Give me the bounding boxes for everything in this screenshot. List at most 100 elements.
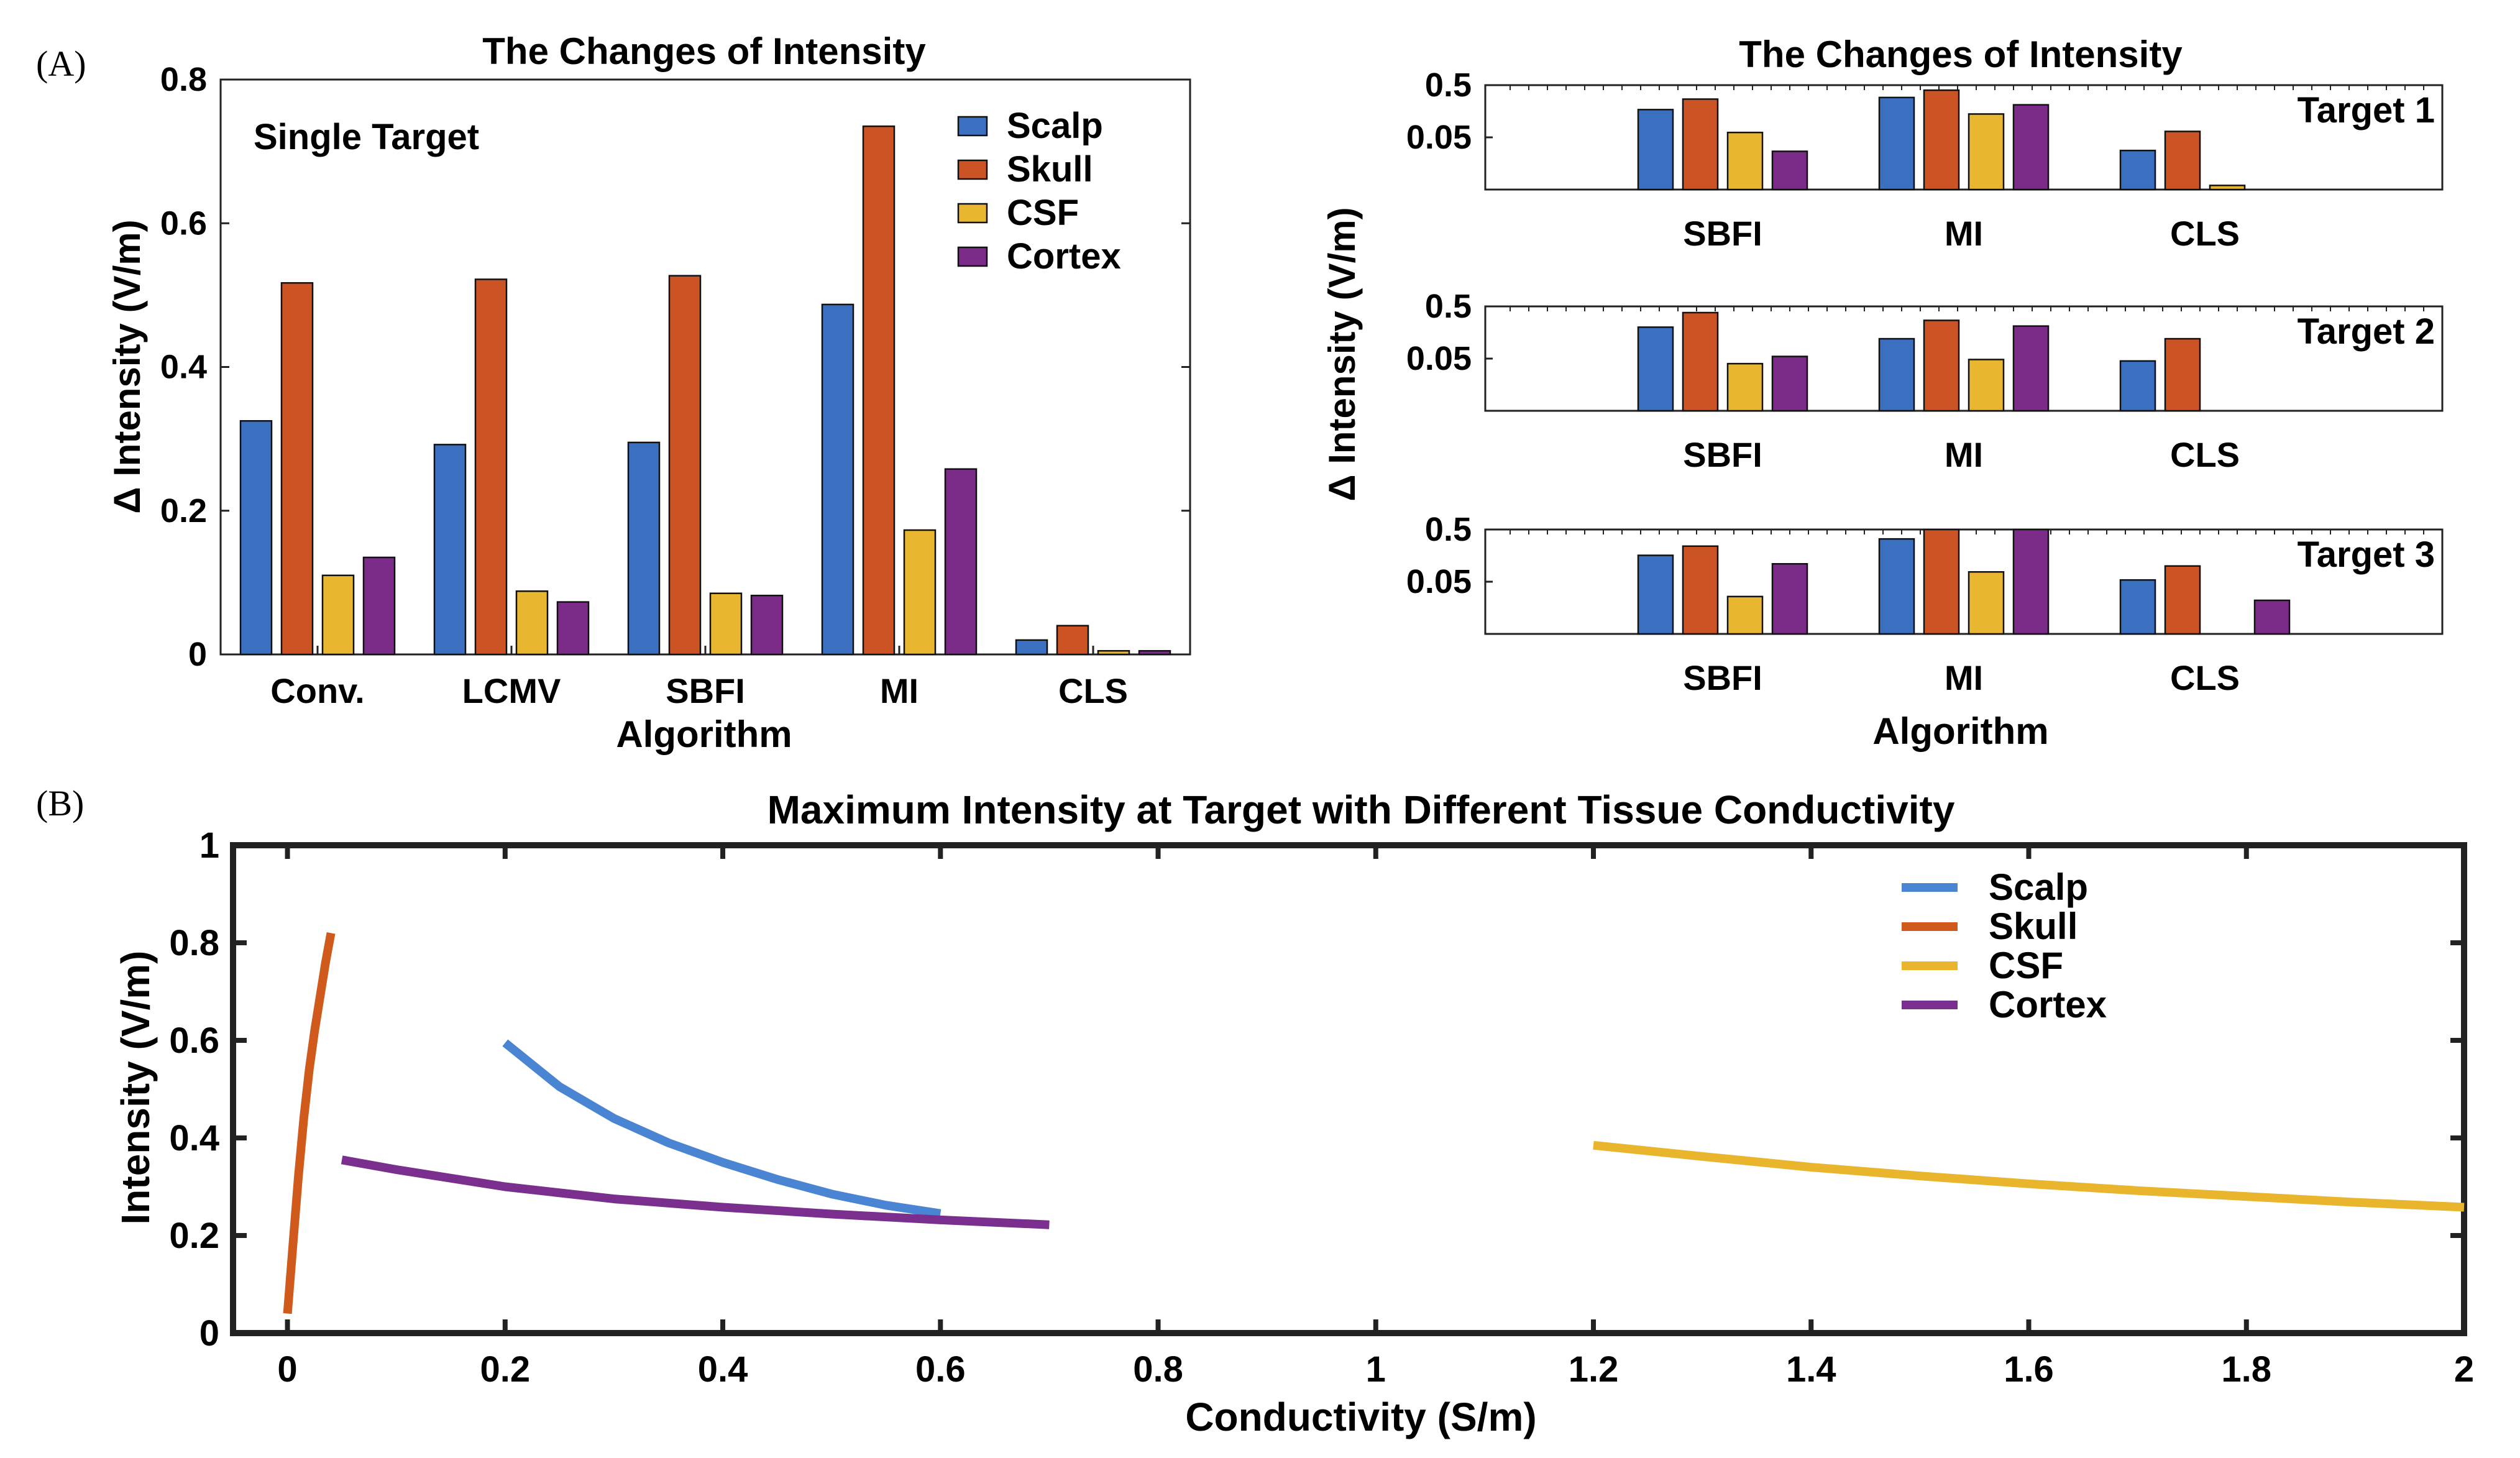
- chart1-ytick-label: 0.6: [160, 204, 207, 242]
- chart3-xtick-label: 0.2: [480, 1349, 530, 1390]
- chart2-bar-csf-cls: [2209, 185, 2246, 191]
- chart3-plot-frame: [230, 842, 2467, 1336]
- chart2-bar-scalp-sbfi: [1637, 326, 1674, 412]
- chart3-line-cortex: [341, 1155, 1050, 1229]
- chart3-ytick-label: 1: [199, 825, 219, 866]
- chart2-bar-scalp-mi: [1878, 337, 1915, 412]
- chart1-bar-scalp-mi: [821, 303, 855, 656]
- chart3-ylabel: Intensity (V/m): [113, 951, 158, 1225]
- chart2-target-label: Target 2: [2298, 311, 2435, 352]
- chart1-legend-label-skull: Skull: [1007, 149, 1093, 190]
- chart2-bar-skull-sbfi: [1682, 98, 1719, 191]
- chart2-xtick-label: SBFI: [1683, 658, 1762, 697]
- chart2-xtick-label: MI: [1945, 214, 1983, 253]
- chart3-xtick-label: 0.8: [1133, 1349, 1183, 1390]
- chart1-legend-swatch-cortex: [957, 246, 988, 267]
- chart1-xtick-label: Conv.: [270, 671, 364, 710]
- chart3-xtick-label: 1: [1366, 1349, 1386, 1390]
- chart1-title: The Changes of Intensity: [482, 30, 926, 72]
- chart-multi-target: The Changes of Intensity Δ Intensity (V/…: [1321, 34, 2444, 752]
- chart2-target-label: Target 1: [2298, 90, 2435, 131]
- chart3-line-scalp: [502, 1039, 942, 1218]
- chart1-legend-swatch-skull: [957, 159, 988, 180]
- chart1-ytick-label: 0.4: [160, 349, 207, 386]
- chart2-ytick-label: 0.5: [1425, 66, 1472, 104]
- chart2-xlabel: Algorithm: [1872, 710, 2048, 752]
- chart1-xtick-label: CLS: [1058, 671, 1128, 710]
- chart-conductivity: Maximum Intensity at Target with Differe…: [113, 787, 2474, 1439]
- chart2-xtick-label: MI: [1945, 435, 1983, 474]
- chart1-bar-skull-cls: [1056, 625, 1089, 656]
- chart3-ytick-label: 0.6: [169, 1020, 219, 1061]
- chart2-bar-csf-mi: [1968, 359, 2005, 412]
- chart2-bar-scalp-sbfi: [1637, 554, 1674, 635]
- chart2-title: The Changes of Intensity: [1739, 34, 2183, 75]
- chart1-bar-scalp-conv: [239, 420, 273, 656]
- chart2-bar-skull-mi: [1923, 319, 1960, 412]
- chart3-title: Maximum Intensity at Target with Differe…: [767, 787, 1955, 832]
- chart3-ytick-label: 0.2: [169, 1216, 219, 1256]
- chart2-bar-scalp-sbfi: [1637, 109, 1674, 191]
- chart1-bar-scalp-sbfi: [627, 441, 661, 656]
- chart2-ytick-label: 0.05: [1406, 563, 1472, 600]
- chart2-bar-csf-mi: [1968, 113, 2005, 191]
- chart2-bar-skull-mi: [1923, 89, 1960, 191]
- chart3-ytick-label: 0.4: [169, 1118, 219, 1158]
- chart3-legend-label-skull: Skull: [1989, 906, 2078, 947]
- chart3-line-skull: [283, 932, 336, 1314]
- chart2-ytick-label: 0.5: [1425, 511, 1472, 548]
- chart2-subplot-target-2: 0.5 0.05 SBFI MI CLS Target 2: [1406, 288, 2444, 474]
- chart1-bar-cortex-cls: [1138, 649, 1171, 656]
- chart2-bar-cortex-sbfi: [1771, 150, 1808, 191]
- chart2-bar-skull-cls: [2164, 131, 2201, 191]
- chart2-subplot-target-3: 0.5 0.05 SBFI MI CLS Target 3: [1406, 511, 2444, 697]
- chart1-bar-csf-lcmv: [515, 590, 549, 656]
- chart1-xtick-label: MI: [880, 671, 919, 710]
- chart2-ytick-label: 0.05: [1406, 119, 1472, 156]
- chart2-bar-cortex-mi: [2012, 104, 2050, 191]
- chart1-xtick-label: LCMV: [462, 671, 561, 710]
- chart1-legend-label-cortex: Cortex: [1007, 236, 1121, 277]
- chart3-legend-label-cortex: Cortex: [1989, 984, 2107, 1025]
- chart2-bar-skull-sbfi: [1682, 311, 1719, 412]
- chart1-ytick-label: 0.8: [160, 61, 207, 98]
- chart2-subplot-target-1: 0.5 0.05 SBFI MI CLS Target 1: [1406, 66, 2444, 253]
- chart3-xtick-label: 2: [2454, 1349, 2474, 1390]
- chart2-bar-scalp-cls: [2119, 149, 2156, 191]
- chart2-ytick-label: 0.05: [1406, 340, 1472, 377]
- chart2-xtick-label: CLS: [2170, 658, 2240, 697]
- chart2-bar-csf-sbfi: [1726, 362, 1764, 412]
- chart1-legend-swatch-csf: [957, 203, 988, 224]
- chart1-ytick-label: 0.2: [160, 492, 207, 530]
- chart3-xtick-label: 1.2: [1569, 1349, 1619, 1390]
- chart2-bar-skull-mi: [1923, 528, 1960, 635]
- chart2-bar-scalp-mi: [1878, 538, 1915, 635]
- chart2-target-label: Target 3: [2298, 534, 2435, 575]
- chart3-legend-label-scalp: Scalp: [1989, 866, 2088, 908]
- chart3-line-csf: [1593, 1140, 2465, 1212]
- chart3-ytick-label: 0: [199, 1313, 219, 1354]
- chart2-bar-scalp-mi: [1878, 96, 1915, 191]
- chart2-bar-cortex-sbfi: [1771, 355, 1808, 412]
- chart2-bar-cortex-mi: [2012, 528, 2050, 635]
- chart1-xlabel: Algorithm: [616, 713, 792, 755]
- chart2-bar-skull-cls: [2164, 565, 2201, 635]
- chart2-bar-csf-mi: [1968, 571, 2005, 635]
- chart2-bar-csf-sbfi: [1726, 131, 1764, 191]
- chart1-xtick-label: SBFI: [666, 671, 745, 710]
- chart1-bar-cortex-lcmv: [556, 601, 590, 656]
- chart1-bar-csf-conv: [321, 574, 355, 656]
- chart2-bar-skull-sbfi: [1682, 545, 1719, 635]
- chart3-xtick-label: 0.6: [915, 1349, 966, 1390]
- chart2-ytick-label: 0.5: [1425, 288, 1472, 325]
- chart3-xlabel: Conductivity (S/m): [1185, 1395, 1536, 1439]
- chart1-annotation: Single Target: [254, 117, 479, 157]
- chart2-bar-cortex-cls: [2253, 599, 2291, 635]
- chart1-bar-scalp-lcmv: [433, 444, 467, 656]
- chart1-bar-scalp-cls: [1015, 639, 1048, 656]
- chart2-bar-cortex-mi: [2012, 325, 2050, 412]
- panel-label-a: (A): [36, 44, 86, 84]
